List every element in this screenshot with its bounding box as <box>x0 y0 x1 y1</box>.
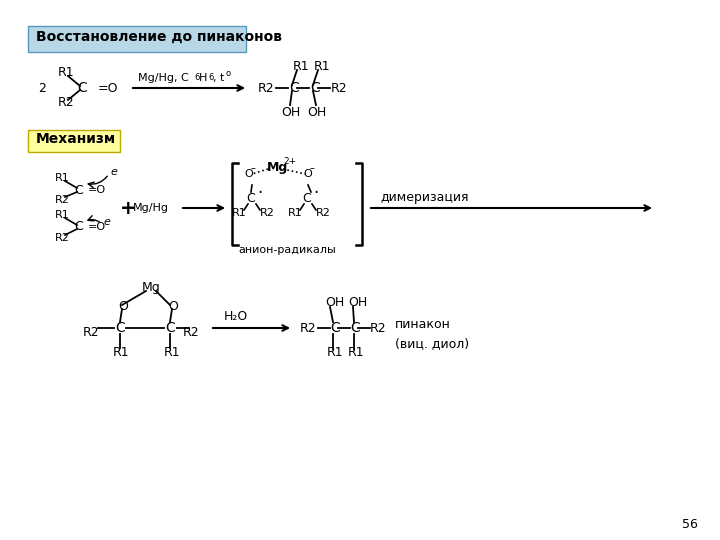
Text: Восстановление до пинаконов: Восстановление до пинаконов <box>36 30 282 44</box>
Text: =O: =O <box>88 185 106 195</box>
Text: o: o <box>226 69 231 78</box>
Text: H: H <box>199 73 207 83</box>
Text: –: – <box>310 163 315 173</box>
Text: R2: R2 <box>258 82 274 94</box>
Text: +: + <box>120 199 137 218</box>
Text: ·: · <box>313 184 318 202</box>
Text: H₂O: H₂O <box>224 310 248 323</box>
Text: R2: R2 <box>300 321 317 334</box>
Text: R1: R1 <box>314 60 330 73</box>
Text: e: e <box>110 167 117 177</box>
Text: R1: R1 <box>55 173 70 183</box>
Text: 6: 6 <box>194 73 199 83</box>
Text: OH: OH <box>325 295 344 308</box>
Text: R1: R1 <box>327 347 343 360</box>
Text: димеризация: димеризация <box>380 192 469 205</box>
Text: R2: R2 <box>55 195 70 205</box>
Text: , t: , t <box>213 73 225 83</box>
Text: Mg/Hg, C: Mg/Hg, C <box>138 73 189 83</box>
Text: –: – <box>251 163 256 173</box>
Text: C: C <box>302 192 311 205</box>
Text: C: C <box>115 321 125 335</box>
Text: OH: OH <box>348 295 367 308</box>
Text: =O: =O <box>98 82 119 94</box>
Text: C: C <box>350 321 360 335</box>
Text: R1: R1 <box>55 210 70 220</box>
Text: Механизм: Механизм <box>36 132 116 146</box>
Text: OH: OH <box>307 105 326 118</box>
Text: R1: R1 <box>293 60 310 73</box>
Text: R2: R2 <box>183 326 199 339</box>
Text: 56: 56 <box>682 518 698 531</box>
Text: C: C <box>77 81 87 95</box>
Text: R1: R1 <box>288 208 302 218</box>
Text: R2: R2 <box>370 321 387 334</box>
Text: C: C <box>289 81 299 95</box>
Text: (виц. диол): (виц. диол) <box>395 338 469 350</box>
Text: C: C <box>75 220 84 233</box>
Text: O: O <box>118 300 128 313</box>
FancyBboxPatch shape <box>28 26 246 52</box>
Text: R1: R1 <box>232 208 247 218</box>
Text: C: C <box>75 184 84 197</box>
Text: R2: R2 <box>83 326 99 339</box>
Text: O: O <box>303 169 312 179</box>
Text: 6: 6 <box>208 73 213 83</box>
Text: Mg/Hg: Mg/Hg <box>133 203 169 213</box>
Text: ·: · <box>257 184 262 202</box>
Text: R2: R2 <box>58 97 75 110</box>
Text: 2+: 2+ <box>283 157 296 165</box>
Text: O: O <box>168 300 178 313</box>
FancyBboxPatch shape <box>28 130 120 152</box>
Text: C: C <box>247 192 256 205</box>
Text: R2: R2 <box>260 208 275 218</box>
Text: R1: R1 <box>348 347 364 360</box>
Text: Mg: Mg <box>267 160 288 173</box>
Text: C: C <box>165 321 175 335</box>
Text: O: O <box>244 169 253 179</box>
Text: OH: OH <box>281 105 300 118</box>
Text: анион-радикалы: анион-радикалы <box>238 245 336 255</box>
Text: R2: R2 <box>316 208 331 218</box>
Text: R2: R2 <box>331 82 348 94</box>
Text: пинакон: пинакон <box>395 319 451 332</box>
Text: R1: R1 <box>164 346 181 359</box>
Text: C: C <box>330 321 340 335</box>
Text: C: C <box>310 81 320 95</box>
Text: R1: R1 <box>113 346 130 359</box>
Text: Mg: Mg <box>142 281 161 294</box>
Text: R1: R1 <box>58 66 75 79</box>
Text: =O: =O <box>88 222 106 232</box>
Text: R2: R2 <box>55 233 70 243</box>
Text: 2: 2 <box>38 82 46 94</box>
Text: e: e <box>103 217 110 227</box>
